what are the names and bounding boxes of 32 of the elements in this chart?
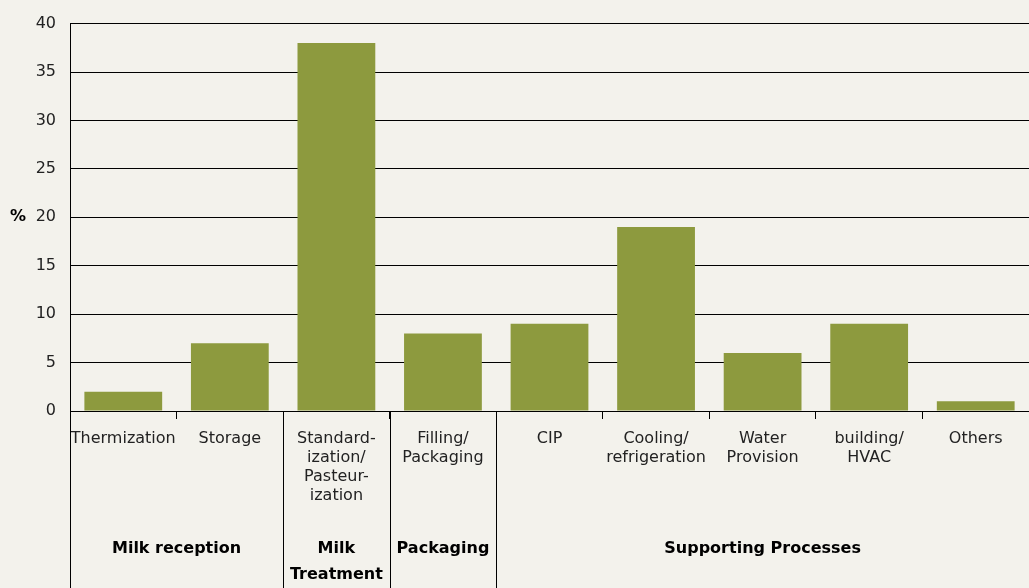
x-tick-label: Others	[948, 427, 1003, 447]
y-tick-label: 10	[35, 303, 56, 323]
x-tick-label: CIP	[536, 427, 563, 447]
bar	[404, 333, 482, 411]
y-tick-label: 5	[45, 351, 56, 371]
y-tick-label: 20	[35, 206, 56, 226]
x-tick-label: Storage	[198, 427, 262, 447]
text: Milk Treatment	[289, 538, 384, 584]
bar	[830, 323, 909, 411]
x-tick-label: Water Provision	[726, 427, 799, 466]
x-tick-label: Standard- ization/ Pasteur- ization	[297, 427, 376, 505]
y-tick-label: 40	[35, 12, 56, 32]
bar	[297, 42, 376, 411]
bar	[617, 226, 695, 411]
y-tick-label: 35	[35, 61, 56, 81]
x-tick-label: building/ HVAC	[834, 427, 905, 466]
text: Packaging	[396, 538, 490, 558]
bar	[190, 343, 269, 411]
y-tick-label: 30	[35, 109, 56, 129]
bar	[723, 352, 802, 411]
y-axis-title: %	[9, 206, 27, 226]
y-tick-label: 15	[35, 254, 56, 274]
y-tick-label: 0	[45, 400, 56, 420]
y-tick-label: 25	[35, 158, 56, 178]
text: Supporting Processes	[664, 538, 861, 558]
x-tick-label: Cooling/ refrigeration	[606, 427, 706, 466]
bar	[510, 323, 589, 411]
bar	[936, 401, 1015, 411]
text: Milk reception	[111, 538, 242, 558]
x-tick-label: Filling/ Packaging	[402, 427, 484, 466]
bar	[84, 391, 163, 411]
x-tick-label: Thermization	[69, 427, 176, 447]
